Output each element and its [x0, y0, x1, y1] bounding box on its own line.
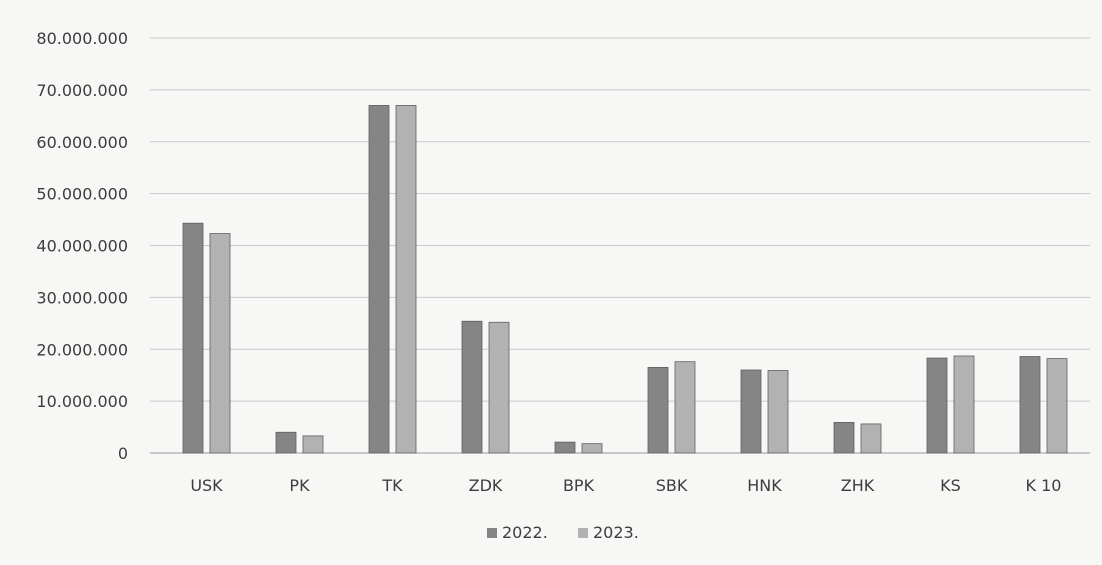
- bar: [302, 435, 324, 454]
- bar: [488, 321, 510, 454]
- bar: [182, 222, 204, 454]
- bar: [581, 443, 603, 454]
- y-tick-label: 20.000.000: [36, 340, 128, 359]
- legend: 2022. 2023.: [487, 523, 639, 542]
- bar: [1019, 356, 1041, 454]
- bar: [833, 421, 855, 454]
- x-tick-label: BPK: [563, 476, 595, 495]
- bar: [554, 441, 576, 454]
- y-tick-label: 60.000.000: [36, 133, 128, 152]
- y-axis-tick-labels: 0 10.000.000 20.000.000 30.000.000 40.000.00…: [36, 29, 128, 463]
- x-tick-label: USK: [190, 476, 223, 495]
- x-tick-label: HNK: [747, 476, 782, 495]
- grid-lines: [150, 37, 1090, 454]
- y-tick-label: 70.000.000: [36, 81, 128, 100]
- legend-label: 2023.: [593, 523, 639, 542]
- y-tick-label: 40.000.000: [36, 237, 128, 256]
- bar: [647, 367, 669, 454]
- x-tick-label: SBK: [656, 476, 688, 495]
- x-tick-label: ZHK: [841, 476, 875, 495]
- y-tick-label: 80.000.000: [36, 29, 128, 48]
- y-tick-label: 50.000.000: [36, 185, 128, 204]
- legend-swatch: [487, 528, 497, 538]
- bar: [368, 105, 390, 454]
- legend-swatch: [578, 528, 588, 538]
- bar: [461, 320, 483, 454]
- x-tick-label: TK: [381, 476, 403, 495]
- bar: [767, 370, 789, 454]
- bar: [395, 105, 417, 454]
- x-tick-label: ZDK: [469, 476, 503, 495]
- y-tick-label: 30.000.000: [36, 288, 128, 307]
- x-tick-label: PK: [289, 476, 310, 495]
- y-tick-label: 10.000.000: [36, 392, 128, 411]
- y-tick-label: 0: [118, 444, 128, 463]
- bar: [860, 423, 882, 454]
- bar: [953, 355, 975, 454]
- bar: [275, 431, 297, 454]
- bar: [209, 233, 231, 454]
- x-tick-label: K 10: [1026, 476, 1062, 495]
- x-axis-tick-labels: USK PK TK ZDK BPK SBK HNK ZHK KS K 10: [190, 476, 1061, 495]
- x-tick-label: KS: [940, 476, 961, 495]
- bar: [926, 357, 948, 454]
- bar: [1046, 358, 1068, 454]
- bar: [674, 361, 696, 454]
- bars: [182, 105, 1068, 454]
- legend-label: 2022.: [502, 523, 548, 542]
- bar: [740, 369, 762, 454]
